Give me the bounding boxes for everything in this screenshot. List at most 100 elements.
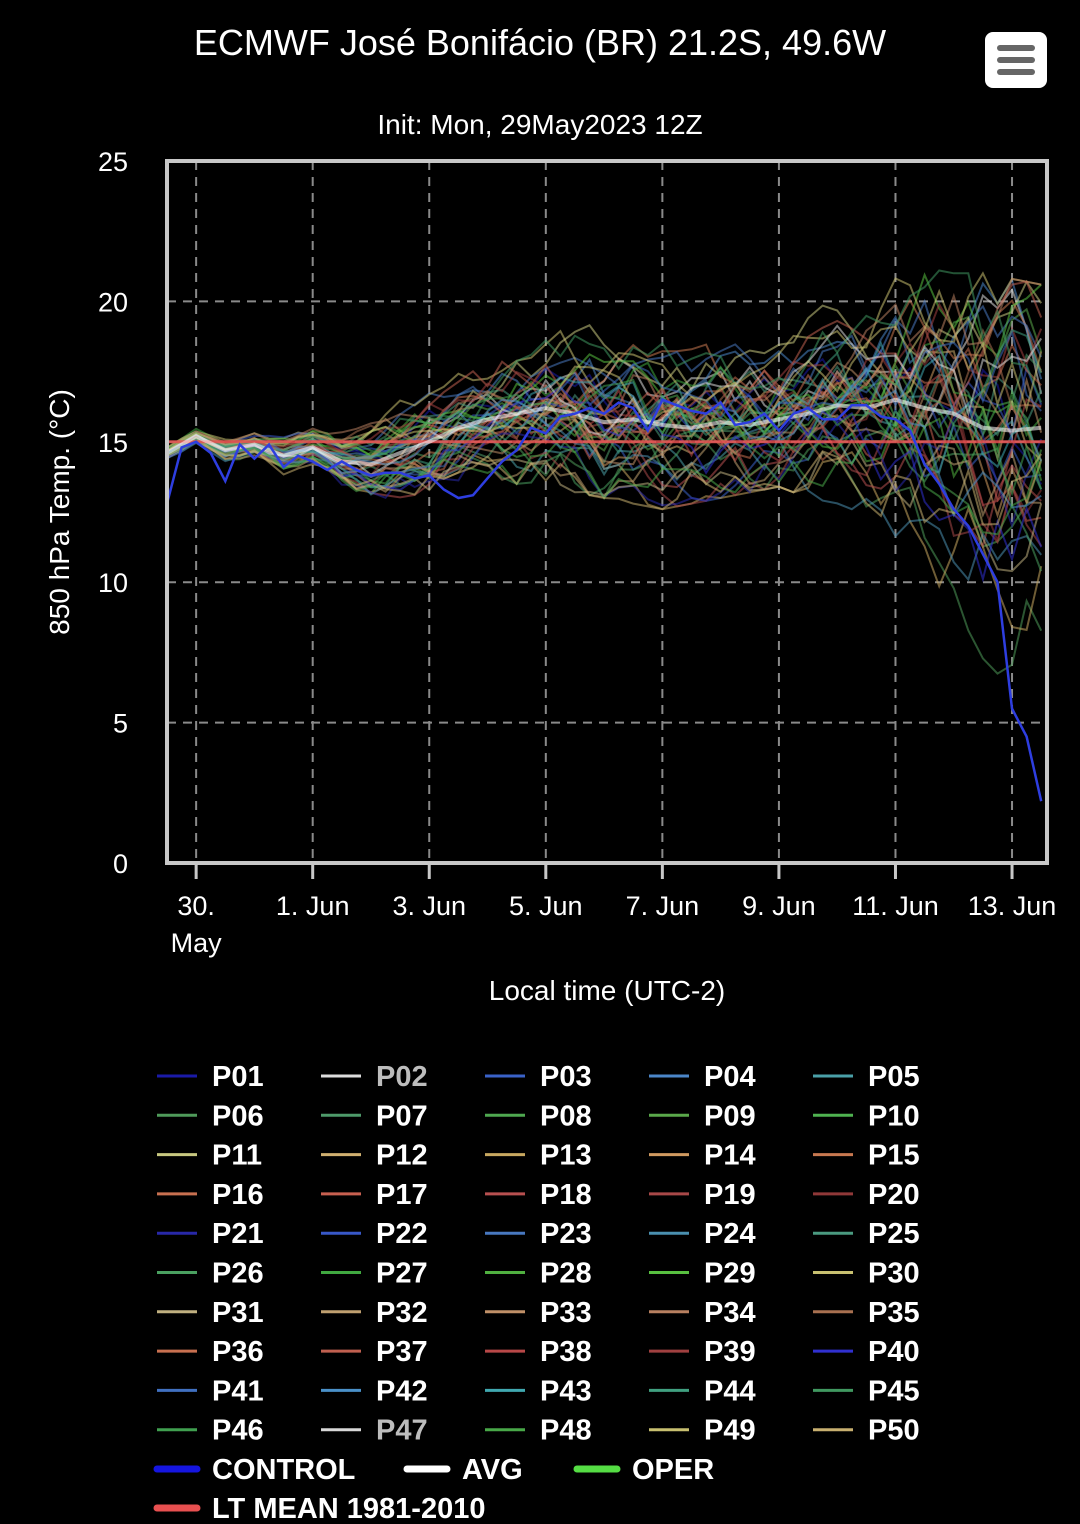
member-line-p44 — [167, 328, 1043, 489]
legend-label: P25 — [868, 1218, 920, 1250]
x-tick-label: 13. Jun — [968, 891, 1057, 921]
legend-item-p17[interactable]: P17 — [321, 1179, 428, 1211]
legend-item-p47[interactable]: P47 — [321, 1415, 428, 1447]
legend-label: P40 — [868, 1336, 920, 1368]
legend-label: P12 — [376, 1140, 428, 1172]
legend-item-p06[interactable]: P06 — [157, 1100, 264, 1132]
legend-label: P09 — [704, 1100, 756, 1132]
x-tick-label: 3. Jun — [392, 891, 466, 921]
legend-label: P08 — [540, 1100, 592, 1132]
legend-label: P30 — [868, 1258, 920, 1290]
legend-item-p26[interactable]: P26 — [157, 1258, 264, 1290]
legend-item-p34[interactable]: P34 — [649, 1297, 756, 1329]
legend-label: P17 — [376, 1179, 428, 1211]
legend-label: P21 — [212, 1218, 264, 1250]
legend-item-p33[interactable]: P33 — [485, 1297, 592, 1329]
legend-item-p21[interactable]: P21 — [157, 1218, 264, 1250]
legend-item-p16[interactable]: P16 — [157, 1179, 264, 1211]
legend-item-p02[interactable]: P02 — [321, 1061, 428, 1093]
legend-item-p13[interactable]: P13 — [485, 1140, 592, 1172]
legend-item-oper[interactable]: OPER — [573, 1454, 714, 1486]
legend-item-p05[interactable]: P05 — [813, 1061, 920, 1093]
series-area — [167, 269, 1047, 802]
legend-item-p23[interactable]: P23 — [485, 1218, 592, 1250]
legend-item-p24[interactable]: P24 — [649, 1218, 756, 1250]
legend-item-p31[interactable]: P31 — [157, 1297, 264, 1329]
legend-label: P20 — [868, 1179, 920, 1211]
legend-label: P32 — [376, 1297, 428, 1329]
x-tick-label: 9. Jun — [742, 891, 816, 921]
legend-item-p15[interactable]: P15 — [813, 1140, 920, 1172]
legend-item-avg[interactable]: AVG — [403, 1454, 523, 1486]
legend-item-p11[interactable]: P11 — [157, 1140, 262, 1172]
legend-label: P31 — [212, 1297, 264, 1329]
legend-item-p39[interactable]: P39 — [649, 1336, 756, 1368]
legend-item-p30[interactable]: P30 — [813, 1258, 920, 1290]
legend-item-p44[interactable]: P44 — [649, 1375, 756, 1407]
legend-item-p19[interactable]: P19 — [649, 1179, 756, 1211]
legend-item-p03[interactable]: P03 — [485, 1061, 592, 1093]
legend-item-p22[interactable]: P22 — [321, 1218, 428, 1250]
y-tick-label: 0 — [113, 849, 128, 879]
legend-label: P43 — [540, 1375, 592, 1407]
legend-item-p50[interactable]: P50 — [813, 1415, 920, 1447]
legend-label: OPER — [632, 1454, 714, 1486]
legend-item-p08[interactable]: P08 — [485, 1100, 592, 1132]
legend-item-p29[interactable]: P29 — [649, 1258, 756, 1290]
member-line-p49 — [167, 288, 1043, 453]
legend-item-p48[interactable]: P48 — [485, 1415, 592, 1447]
hamburger-menu-icon[interactable] — [985, 32, 1047, 88]
legend-label: P49 — [704, 1415, 756, 1447]
legend-label: P45 — [868, 1375, 920, 1407]
legend-item-p49[interactable]: P49 — [649, 1415, 756, 1447]
legend-label: CONTROL — [212, 1454, 355, 1486]
legend-label: P05 — [868, 1061, 920, 1093]
legend-item-p42[interactable]: P42 — [321, 1375, 428, 1407]
legend-label: P03 — [540, 1061, 592, 1093]
legend-item-lt-mean-1981-2010[interactable]: LT MEAN 1981-2010 — [153, 1493, 485, 1524]
legend-item-p28[interactable]: P28 — [485, 1258, 592, 1290]
legend-item-p37[interactable]: P37 — [321, 1336, 428, 1368]
legend-item-p41[interactable]: P41 — [157, 1375, 264, 1407]
legend-label: P04 — [704, 1061, 756, 1093]
legend-label: P13 — [540, 1140, 592, 1172]
legend-item-p07[interactable]: P07 — [321, 1100, 428, 1132]
legend-item-p32[interactable]: P32 — [321, 1297, 428, 1329]
legend-label: P27 — [376, 1258, 428, 1290]
legend-label: P41 — [212, 1375, 264, 1407]
legend-item-p09[interactable]: P09 — [649, 1100, 756, 1132]
legend-label: P14 — [704, 1140, 756, 1172]
legend-label: P06 — [212, 1100, 264, 1132]
legend-item-p40[interactable]: P40 — [813, 1336, 920, 1368]
legend-item-p10[interactable]: P10 — [813, 1100, 920, 1132]
member-line-p23 — [167, 298, 1043, 455]
legend-item-p38[interactable]: P38 — [485, 1336, 592, 1368]
y-tick-label: 10 — [98, 568, 128, 598]
legend-item-p01[interactable]: P01 — [157, 1061, 264, 1093]
legend-label: P37 — [376, 1336, 428, 1368]
legend-label: P50 — [868, 1415, 920, 1447]
menu-bar-icon — [997, 69, 1035, 75]
chart-title: ECMWF José Bonifácio (BR) 21.2S, 49.6W — [194, 22, 886, 63]
legend-item-p20[interactable]: P20 — [813, 1179, 920, 1211]
control-line — [167, 398, 1043, 802]
legend-label: P23 — [540, 1218, 592, 1250]
legend-item-p43[interactable]: P43 — [485, 1375, 592, 1407]
legend-item-control[interactable]: CONTROL — [153, 1454, 355, 1486]
legend-label: P19 — [704, 1179, 756, 1211]
x-tick-label: 7. Jun — [626, 891, 700, 921]
legend-item-p46[interactable]: P46 — [157, 1415, 264, 1447]
legend-item-p04[interactable]: P04 — [649, 1061, 756, 1093]
legend-item-p25[interactable]: P25 — [813, 1218, 920, 1250]
legend-item-p12[interactable]: P12 — [321, 1140, 428, 1172]
y-tick-label: 5 — [113, 709, 128, 739]
legend-item-p27[interactable]: P27 — [321, 1258, 428, 1290]
legend-item-p18[interactable]: P18 — [485, 1179, 592, 1211]
legend-label: P24 — [704, 1218, 756, 1250]
legend-item-p14[interactable]: P14 — [649, 1140, 756, 1172]
legend-label: P02 — [376, 1061, 428, 1093]
legend-item-p45[interactable]: P45 — [813, 1375, 920, 1407]
legend-item-p35[interactable]: P35 — [813, 1297, 920, 1329]
legend-item-p36[interactable]: P36 — [157, 1336, 264, 1368]
